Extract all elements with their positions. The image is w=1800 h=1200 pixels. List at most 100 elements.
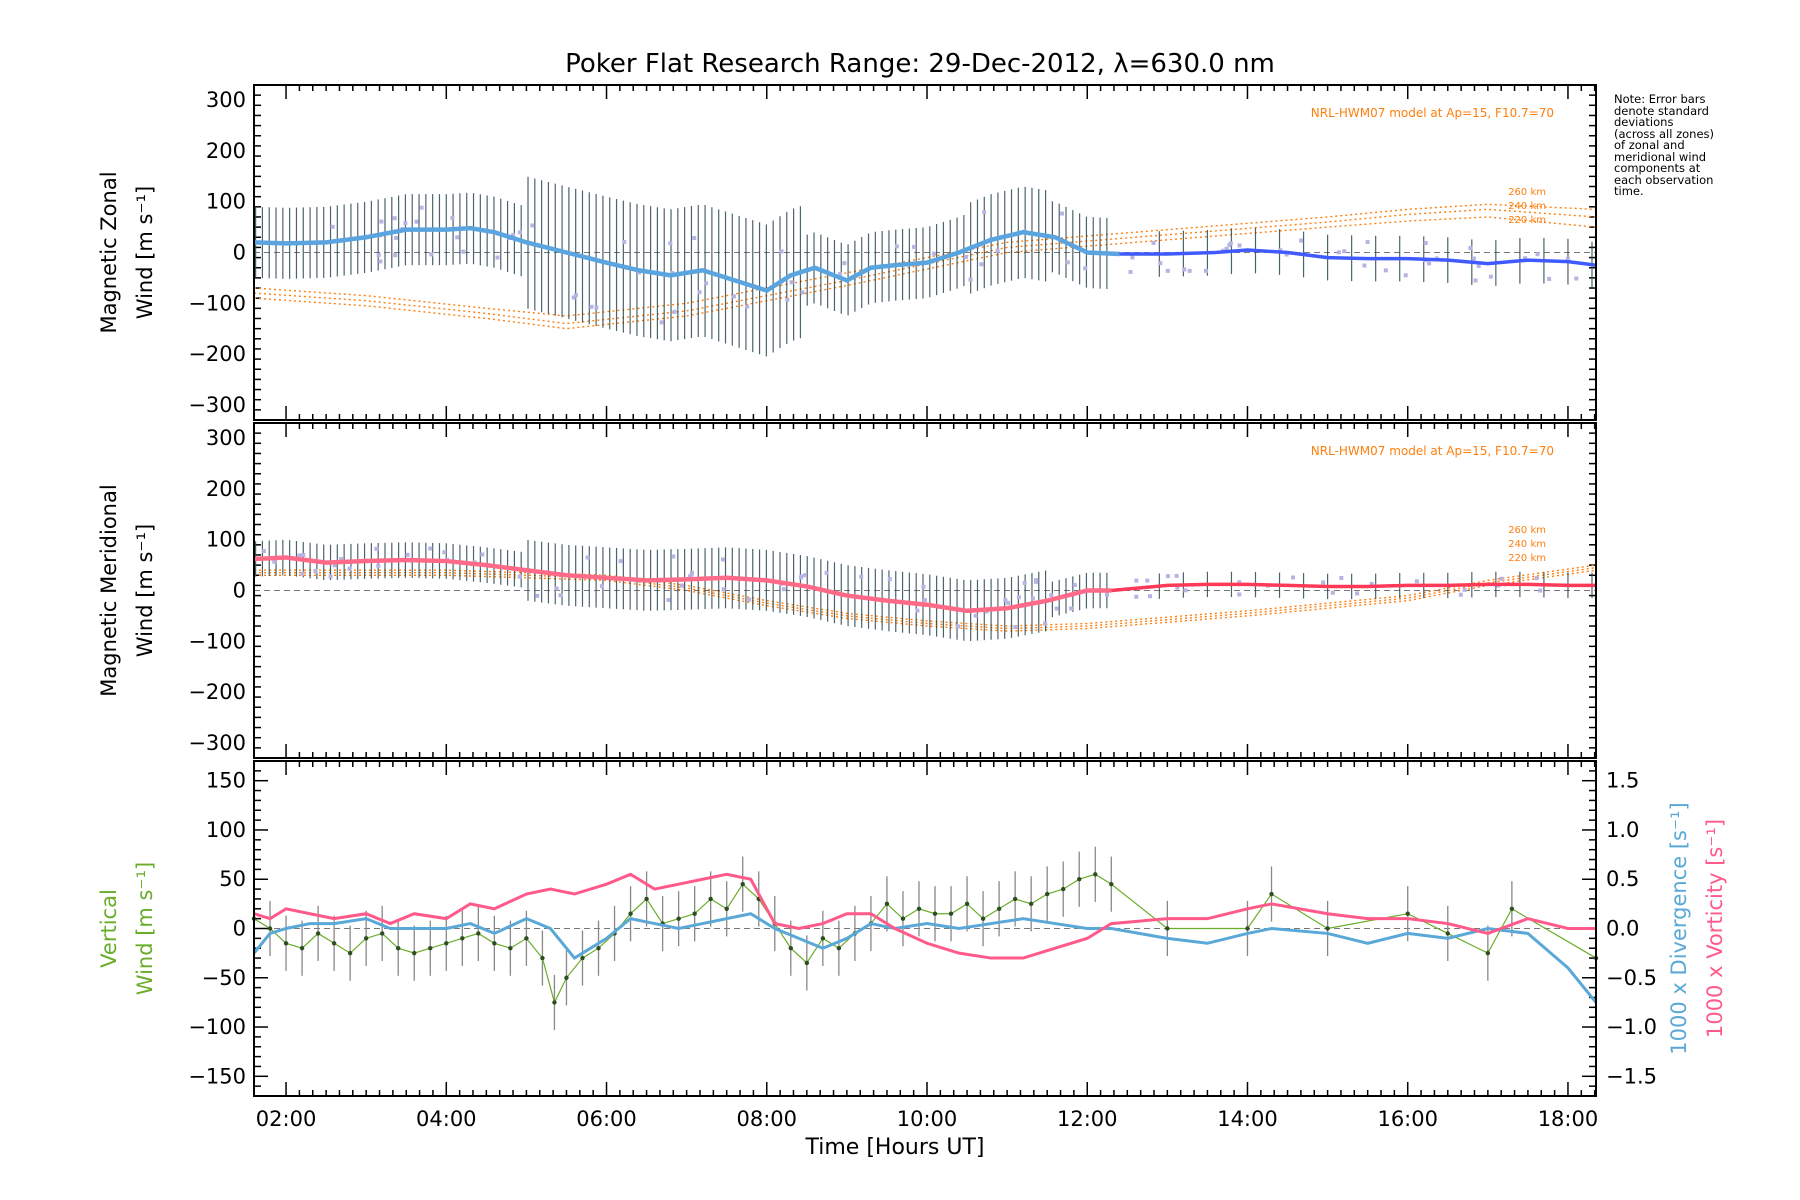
zone-sample <box>666 597 671 602</box>
zonal-mean-line-sparse <box>1119 248 1597 267</box>
zone-sample <box>1003 598 1008 603</box>
vertical-wind-point <box>283 941 289 946</box>
vertical-wind-point <box>708 896 713 902</box>
zone-sample <box>1423 240 1428 245</box>
model-curve <box>254 566 1597 630</box>
zone-sample <box>1369 581 1374 586</box>
vertical-wind-point <box>299 946 305 951</box>
zone-sample <box>461 249 466 254</box>
zone-sample <box>1083 266 1088 271</box>
model-curve <box>253 203 1597 317</box>
y-axis-label: Wind [m s⁻¹] <box>133 524 157 657</box>
zone-sample <box>622 239 627 244</box>
zone-sample <box>789 280 794 285</box>
vertical-wind-point <box>836 946 842 951</box>
zone-sample <box>573 293 578 298</box>
vertical-wind-point <box>267 926 273 931</box>
zone-sample <box>781 587 786 592</box>
zone-sample <box>1145 578 1150 583</box>
zone-sample <box>1299 238 1304 243</box>
zone-sample <box>517 230 522 235</box>
zone-sample <box>594 305 599 310</box>
zone-sample <box>1414 579 1419 584</box>
zone-sample <box>803 573 808 578</box>
zone-sample <box>347 566 352 571</box>
zone-sample <box>915 608 920 613</box>
vertical-wind-point <box>1093 872 1098 877</box>
zone-sample <box>1237 592 1242 597</box>
zone-sample <box>1534 576 1539 581</box>
y-tick-label: −100 <box>188 291 246 315</box>
vertical-wind-point <box>1061 886 1066 892</box>
zone-sample <box>1134 594 1139 599</box>
zone-sample <box>571 295 576 300</box>
y-tick-label: 0 <box>233 579 246 603</box>
vertical-wind-point <box>964 901 970 907</box>
model-label: NRL-HWM07 model at Ap=15, F10.7=70 <box>1311 106 1554 120</box>
zone-sample <box>697 290 702 295</box>
zone-sample <box>517 574 522 579</box>
y-tick-label: −100 <box>188 1015 246 1039</box>
zone-sample <box>1054 606 1059 611</box>
right-y-axis-label: 1000 x Vorticity [s⁻¹] <box>1703 819 1727 1038</box>
zone-sample <box>704 281 709 286</box>
zone-sample <box>300 571 305 576</box>
model-alt-label: 220 km <box>1508 553 1546 564</box>
vertical-wind-point <box>996 906 1002 911</box>
zone-sample <box>414 219 419 224</box>
zone-sample <box>1174 573 1179 578</box>
zone-sample <box>963 255 968 260</box>
zone-sample <box>932 251 937 256</box>
zone-sample <box>1006 600 1011 605</box>
zone-sample <box>530 223 535 228</box>
model-alt-label: 240 km <box>1508 539 1546 550</box>
zone-sample <box>1043 621 1048 626</box>
zone-sample <box>332 563 337 568</box>
y-tick-label: 100 <box>206 818 246 842</box>
zone-sample <box>480 552 485 557</box>
zone-sample <box>1523 256 1528 261</box>
y-tick-label: 200 <box>206 477 246 501</box>
zone-sample <box>1336 250 1341 255</box>
vertical-wind-point <box>916 906 922 911</box>
vertical-wind-point <box>444 941 449 946</box>
zone-sample <box>1130 255 1135 260</box>
vertical-wind-point <box>524 936 529 941</box>
y-tick-label: −150 <box>188 1064 246 1088</box>
zone-sample <box>747 597 752 602</box>
zone-sample <box>313 569 318 574</box>
x-tick-label: 14:00 <box>1217 1107 1278 1131</box>
zone-sample <box>589 304 594 309</box>
vertical-wind-point <box>980 916 986 921</box>
vertical-wind-point <box>1109 881 1114 887</box>
zone-sample <box>672 309 677 314</box>
zone-sample <box>1278 248 1283 253</box>
zone-sample <box>799 574 804 579</box>
zone-sample <box>376 564 381 569</box>
zone-sample <box>301 552 306 557</box>
zone-sample <box>393 253 398 258</box>
y-tick-label: −100 <box>188 629 246 653</box>
divergence-line <box>252 912 1598 1004</box>
right-y-tick-label: −1.0 <box>1606 1015 1657 1039</box>
y-tick-label: 50 <box>219 867 246 891</box>
vertical-wind-point <box>492 941 497 946</box>
zone-sample <box>779 249 784 254</box>
vertical-wind-point <box>644 896 649 902</box>
zone-sample <box>618 559 623 564</box>
model-alt-label: 220 km <box>1508 215 1546 226</box>
right-y-tick-label: 0.0 <box>1606 917 1639 941</box>
vertical-wind-point <box>1269 891 1274 897</box>
vertical-wind-point <box>1044 891 1050 897</box>
model-curve <box>254 564 1597 627</box>
vertical-wind-point <box>331 941 337 946</box>
zone-sample <box>668 241 673 246</box>
zone-sample <box>1065 260 1070 265</box>
zone-sample <box>1321 580 1326 585</box>
zone-sample <box>824 570 829 575</box>
zone-sample <box>262 549 267 554</box>
y-tick-label: −300 <box>188 731 246 755</box>
zone-sample <box>450 215 455 220</box>
zone-sample <box>1284 252 1289 257</box>
